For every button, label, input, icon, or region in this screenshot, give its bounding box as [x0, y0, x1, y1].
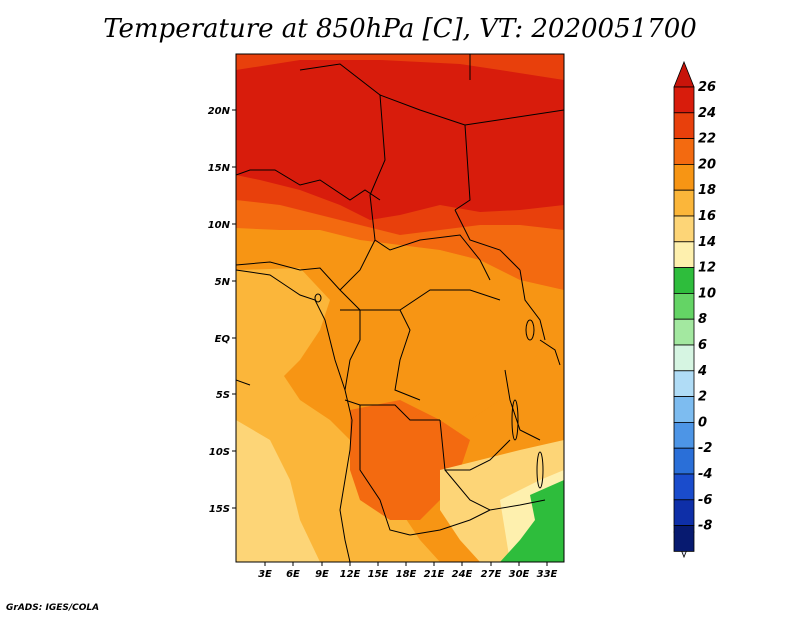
- colorbar-segment: [673, 241, 695, 269]
- colorbar-label: 6: [698, 338, 707, 353]
- map-frame: [235, 53, 565, 563]
- lat-tick-label: EQ: [215, 334, 231, 345]
- colorbar-segment: [673, 396, 695, 423]
- lon-axis: 3E 6E 9E 12E 15E 18E 21E 24E 27E 30E 33E: [258, 562, 558, 580]
- country-borders: [236, 54, 564, 536]
- colorbar-segment: [673, 112, 695, 140]
- colorbar-label: 18: [698, 183, 716, 198]
- colorbar-label: 14: [698, 235, 716, 250]
- lat-tick-label: 5S: [216, 390, 230, 401]
- colorbar-label: -8: [698, 519, 712, 534]
- colorbar-segment: [673, 138, 695, 165]
- colorbar-segment: [673, 267, 695, 294]
- lon-tick-label: 3E: [258, 569, 272, 580]
- colorbar-label: 12: [698, 261, 716, 276]
- lon-tick-label: 27E: [481, 569, 502, 580]
- colorbar-segment: [673, 499, 695, 526]
- colorbar-label: -2: [698, 441, 712, 456]
- lat-tick-label: 15S: [209, 504, 230, 515]
- colorbar-segment: [673, 447, 695, 475]
- colorbar-segment: [673, 292, 695, 320]
- colorbar-segment: [673, 86, 695, 114]
- colorbar-label: 26: [698, 80, 716, 95]
- lat-tick-label: 20N: [208, 106, 231, 117]
- colorbar-label: 22: [698, 132, 716, 147]
- lon-tick-label: 6E: [286, 569, 300, 580]
- colorbar-label: -4: [698, 467, 712, 482]
- lon-tick-label: 18E: [396, 569, 417, 580]
- colorbar-segment: [673, 215, 695, 243]
- grads-credit: GrADS: IGES/COLA: [6, 603, 100, 613]
- lon-tick-label: 9E: [315, 569, 329, 580]
- lat-axis: 20N 15N 10N 5N EQ 5S 10S 15S: [208, 106, 236, 515]
- colorbar-segment: [673, 525, 695, 552]
- lat-tick-label: 5N: [215, 277, 231, 288]
- lon-tick-label: 21E: [424, 569, 445, 580]
- lat-tick-label: 10N: [208, 220, 231, 231]
- colorbar-top-arrow: [673, 60, 695, 88]
- field-band-green: [500, 480, 564, 562]
- lat-tick-label: 10S: [209, 447, 230, 458]
- colorbar-segment: [673, 421, 695, 449]
- colorbar-label: 24: [698, 106, 716, 121]
- field-band-17b: [236, 268, 330, 390]
- colorbar-segment: [673, 473, 695, 501]
- lat-tick-label: 15N: [208, 163, 231, 174]
- colorbar-label: 0: [698, 415, 707, 430]
- colorbar-segment: [673, 370, 695, 397]
- colorbar-label: 10: [698, 286, 716, 301]
- coastline: [235, 269, 353, 563]
- field-band-19: [340, 280, 540, 420]
- lon-tick-label: 24E: [452, 569, 473, 580]
- colorbar-segment: [673, 163, 695, 191]
- temperature-field: [236, 54, 564, 562]
- lon-tick-label: 30E: [509, 569, 530, 580]
- lon-tick-label: 33E: [537, 569, 558, 580]
- colorbar-label: -6: [698, 493, 712, 508]
- colorbar-segment: [673, 344, 695, 372]
- field-band-15a: [236, 420, 320, 562]
- colorbar-label: 2: [698, 390, 707, 405]
- colorbar-label: 20: [698, 157, 716, 172]
- colorbar-segment: [673, 318, 695, 346]
- colorbar-segment: [673, 189, 695, 217]
- lon-tick-label: 15E: [368, 569, 389, 580]
- colorbar-label: 8: [698, 312, 707, 327]
- chart-title: Temperature at 850hPa [C], VT: 202005170…: [103, 14, 697, 44]
- colorbar-label: 4: [697, 364, 707, 379]
- colorbar-label: 16: [698, 209, 716, 224]
- lon-tick-label: 12E: [340, 569, 361, 580]
- lakes: [314, 293, 544, 489]
